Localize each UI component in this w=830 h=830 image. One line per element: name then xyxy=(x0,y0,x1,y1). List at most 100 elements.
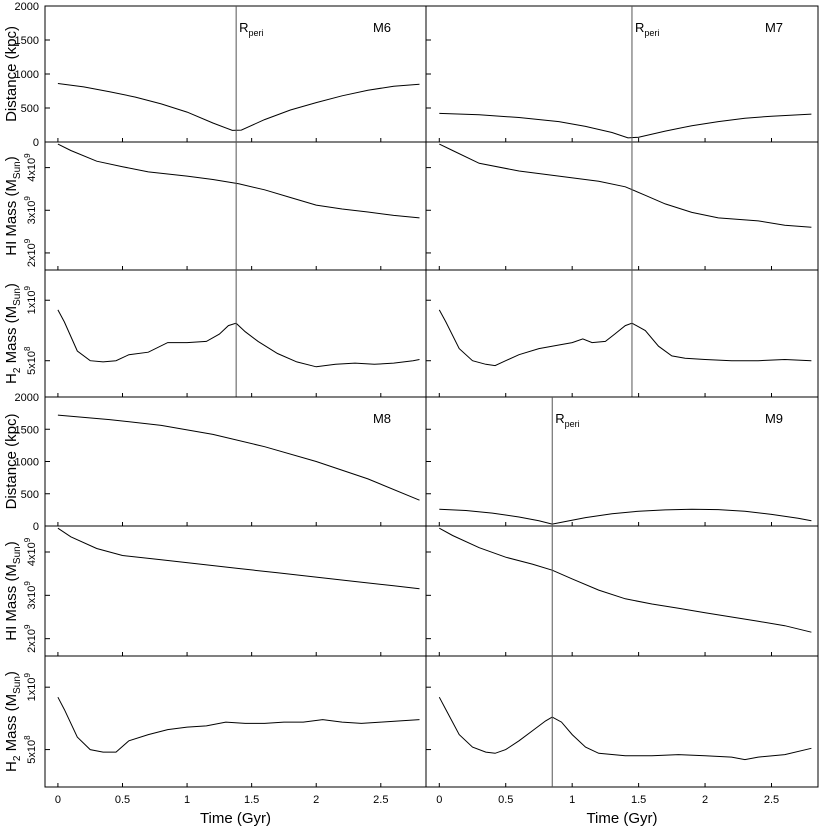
y-tick-label: 2000 xyxy=(15,392,39,404)
series-line-m7-h2_mass xyxy=(438,309,812,367)
x-tick-label: 1 xyxy=(184,794,190,806)
x-tick-label: 1.5 xyxy=(631,794,646,806)
y-axis-title-h2_mass: H2 Mass (MSun) xyxy=(3,283,23,384)
panel-m8: 05001000150020002x1093x1094x1095x1081x10… xyxy=(15,392,427,827)
model-label: M7 xyxy=(765,20,783,35)
y-tick-label-base: 2x10 xyxy=(26,243,38,267)
pericenter-label-subscript: peri xyxy=(565,419,580,429)
y-axis-title-hi_mass: HI Mass (MSun) xyxy=(3,541,23,640)
y-tick-label: 5x108 xyxy=(23,735,38,764)
series-line-m8-hi_mass xyxy=(57,527,420,590)
x-tick-label: 1 xyxy=(569,794,575,806)
y-axis-title-h2_mass: H2 Mass (MSun) xyxy=(3,671,23,772)
y-tick-label: 1x109 xyxy=(23,672,38,701)
y-tick-label: 1x109 xyxy=(23,286,38,315)
y-axis-title-end: ) xyxy=(3,541,20,546)
y-tick-label-exponent: 9 xyxy=(23,196,32,201)
y-axis-title-end: ) xyxy=(3,156,20,161)
panel-m6: 05001000150020002x1093x1094x1095x1081x10… xyxy=(15,1,427,398)
series-line-m7-distance xyxy=(439,112,812,139)
series-line-m9-distance xyxy=(439,508,812,525)
pericenter-label-base: R xyxy=(555,411,564,426)
pericenter-label-base: R xyxy=(239,20,248,35)
y-tick-label-exponent: 9 xyxy=(23,537,32,542)
x-tick-label: 0 xyxy=(436,794,442,806)
y-tick-label: 0 xyxy=(33,521,39,533)
pericenter-label-subscript: peri xyxy=(644,28,659,38)
y-tick-label-exponent: 9 xyxy=(23,624,32,629)
y-tick-label-base: 5x10 xyxy=(26,740,38,764)
y-tick-label: 4x109 xyxy=(23,537,38,566)
y-tick-label: 4x109 xyxy=(23,153,38,182)
pericenter-label: Rperi xyxy=(635,20,659,38)
pericenter-label-base: R xyxy=(635,20,644,35)
y-axis-title-distance: Distance (kpc) xyxy=(3,414,20,510)
pericenter-label-subscript: peri xyxy=(249,28,264,38)
y-axis-title-main: Mass (M xyxy=(3,694,20,756)
y-axis-title-main: HI Mass (M xyxy=(3,564,20,641)
plot-frame-m7-hi_mass xyxy=(425,141,819,271)
y-tick-label-exponent: 9 xyxy=(23,581,32,586)
plot-frame-m6-distance xyxy=(44,5,427,143)
y-tick-label-exponent: 8 xyxy=(23,735,32,740)
model-label: M6 xyxy=(373,20,391,35)
panel-m7: Rperi M7 xyxy=(425,5,819,398)
pericenter-label: Rperi xyxy=(555,411,579,429)
y-tick-label: 1500 xyxy=(15,424,39,436)
series-line-m9-hi_mass xyxy=(439,527,812,633)
y-axis-title-end: ) xyxy=(3,671,20,676)
y-tick-label-base: 4x10 xyxy=(26,542,38,566)
x-tick-label: 2.5 xyxy=(764,794,779,806)
plot-frame-m8-h2_mass xyxy=(44,655,427,788)
y-tick-label: 2x109 xyxy=(23,624,38,653)
y-tick-label: 1000 xyxy=(15,69,39,81)
x-axis-title: Time (Gyr) xyxy=(200,810,271,827)
plot-frame-m7-h2_mass xyxy=(425,269,819,398)
x-tick-label: 2 xyxy=(313,794,319,806)
y-tick-label-exponent: 9 xyxy=(23,153,32,158)
y-axis-title-subscript: Sun xyxy=(12,676,23,694)
y-tick-label: 500 xyxy=(21,489,39,501)
y-tick-label-base: 1x10 xyxy=(26,677,38,701)
plot-frame-m6-hi_mass xyxy=(44,141,427,271)
y-tick-label: 5x108 xyxy=(23,346,38,375)
plot-frame-m8-distance xyxy=(44,396,427,527)
series-line-m8-distance xyxy=(57,414,420,501)
y-tick-label-base: 2x10 xyxy=(26,629,38,653)
plot-frame-m6-h2_mass xyxy=(44,269,427,398)
x-tick-label: 2 xyxy=(702,794,708,806)
series-line-m6-hi_mass xyxy=(57,143,420,219)
y-tick-label: 2x109 xyxy=(23,238,38,267)
y-tick-label-exponent: 9 xyxy=(23,238,32,243)
y-tick-label-base: 1x10 xyxy=(26,291,38,315)
y-tick-label-exponent: 8 xyxy=(23,346,32,351)
y-tick-label-base: 3x10 xyxy=(26,586,38,610)
y-axis-title-distance: Distance (kpc) xyxy=(3,26,20,122)
y-tick-label: 500 xyxy=(21,103,39,115)
x-axis-title: Time (Gyr) xyxy=(586,810,657,827)
y-axis-title-main: HI Mass (M xyxy=(3,179,20,256)
series-line-m8-h2_mass xyxy=(57,696,420,753)
x-tick-label: 0 xyxy=(55,794,61,806)
series-line-m9-h2_mass xyxy=(438,696,812,761)
y-axis-title-end: ) xyxy=(3,283,20,288)
series-line-m6-distance xyxy=(57,83,420,131)
y-axis-title-subscript: Sun xyxy=(12,161,23,179)
y-tick-label: 1000 xyxy=(15,457,39,469)
plot-frame-m9-hi_mass xyxy=(425,525,819,657)
panel-m9: Rperi M9 0 0.5 1 1.5 2 2.5 Time (Gyr) xyxy=(425,396,819,827)
y-tick-label-exponent: 9 xyxy=(23,672,32,677)
model-label: M9 xyxy=(765,411,783,426)
y-axis-title-prefix-subscript: 2 xyxy=(12,367,23,373)
plot-frame-m8-hi_mass xyxy=(44,525,427,657)
y-tick-label: 2000 xyxy=(15,1,39,13)
y-tick-label: 0 xyxy=(33,137,39,149)
y-tick-label: 3x109 xyxy=(23,196,38,225)
model-label: M8 xyxy=(373,411,391,426)
y-tick-label-exponent: 9 xyxy=(23,286,32,291)
x-tick-label: 0.5 xyxy=(498,794,513,806)
y-tick-label: 3x109 xyxy=(23,581,38,610)
y-tick-label-base: 4x10 xyxy=(26,158,38,182)
y-axis-title-subscript: Sun xyxy=(12,546,23,564)
